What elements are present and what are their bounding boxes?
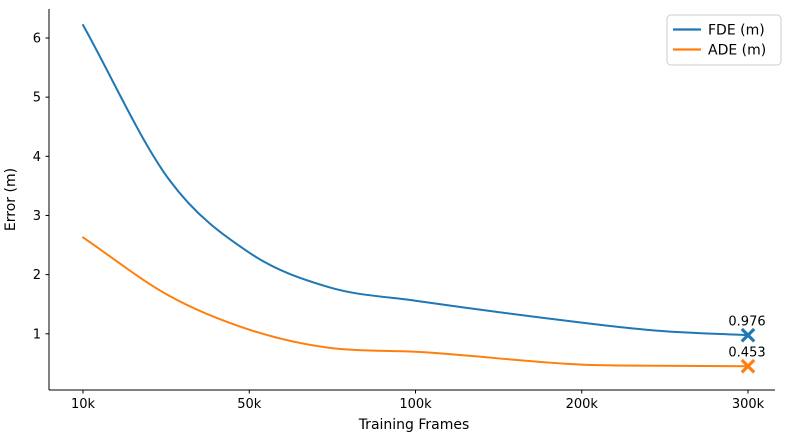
legend-items: FDE (m) ADE (m) (673, 23, 766, 59)
y-tick-label: 1 (33, 327, 41, 342)
legend-box (666, 14, 782, 66)
legend: FDE (m) ADE (m) (666, 14, 782, 66)
spines (48, 9, 775, 391)
x-tick-label: 50k (237, 397, 262, 412)
end-annotations: 0.976 0.453 (728, 315, 765, 361)
y-tick-label: 6 (33, 31, 41, 46)
x-tick-label: 300k (732, 397, 765, 412)
x-axis-ticks: 10k 50k 100k 200k 300k (71, 390, 765, 412)
x-marker (740, 327, 756, 343)
x-axis-label: Training Frames (358, 417, 470, 433)
end-markers (740, 327, 756, 374)
x-tick-label: 200k (566, 397, 599, 412)
legend-label: FDE (m) (708, 23, 765, 39)
y-tick-label: 3 (33, 209, 41, 224)
x-tick-label: 100k (399, 397, 432, 412)
y-tick-label: 2 (33, 268, 41, 283)
y-tick-label: 4 (33, 150, 41, 165)
curve-fde (82, 24, 749, 337)
value-annotation: 0.453 (728, 346, 765, 361)
value-annotation: 0.976 (728, 315, 765, 330)
y-axis-ticks: 1 2 3 4 5 6 (33, 31, 49, 342)
curve-ade (82, 236, 749, 368)
y-tick-label: 5 (33, 91, 41, 106)
series-curves (82, 24, 749, 368)
legend-label: ADE (m) (708, 43, 766, 59)
y-axis-label: Error (m) (3, 168, 19, 231)
x-marker (740, 358, 756, 374)
x-tick-label: 10k (71, 397, 96, 412)
